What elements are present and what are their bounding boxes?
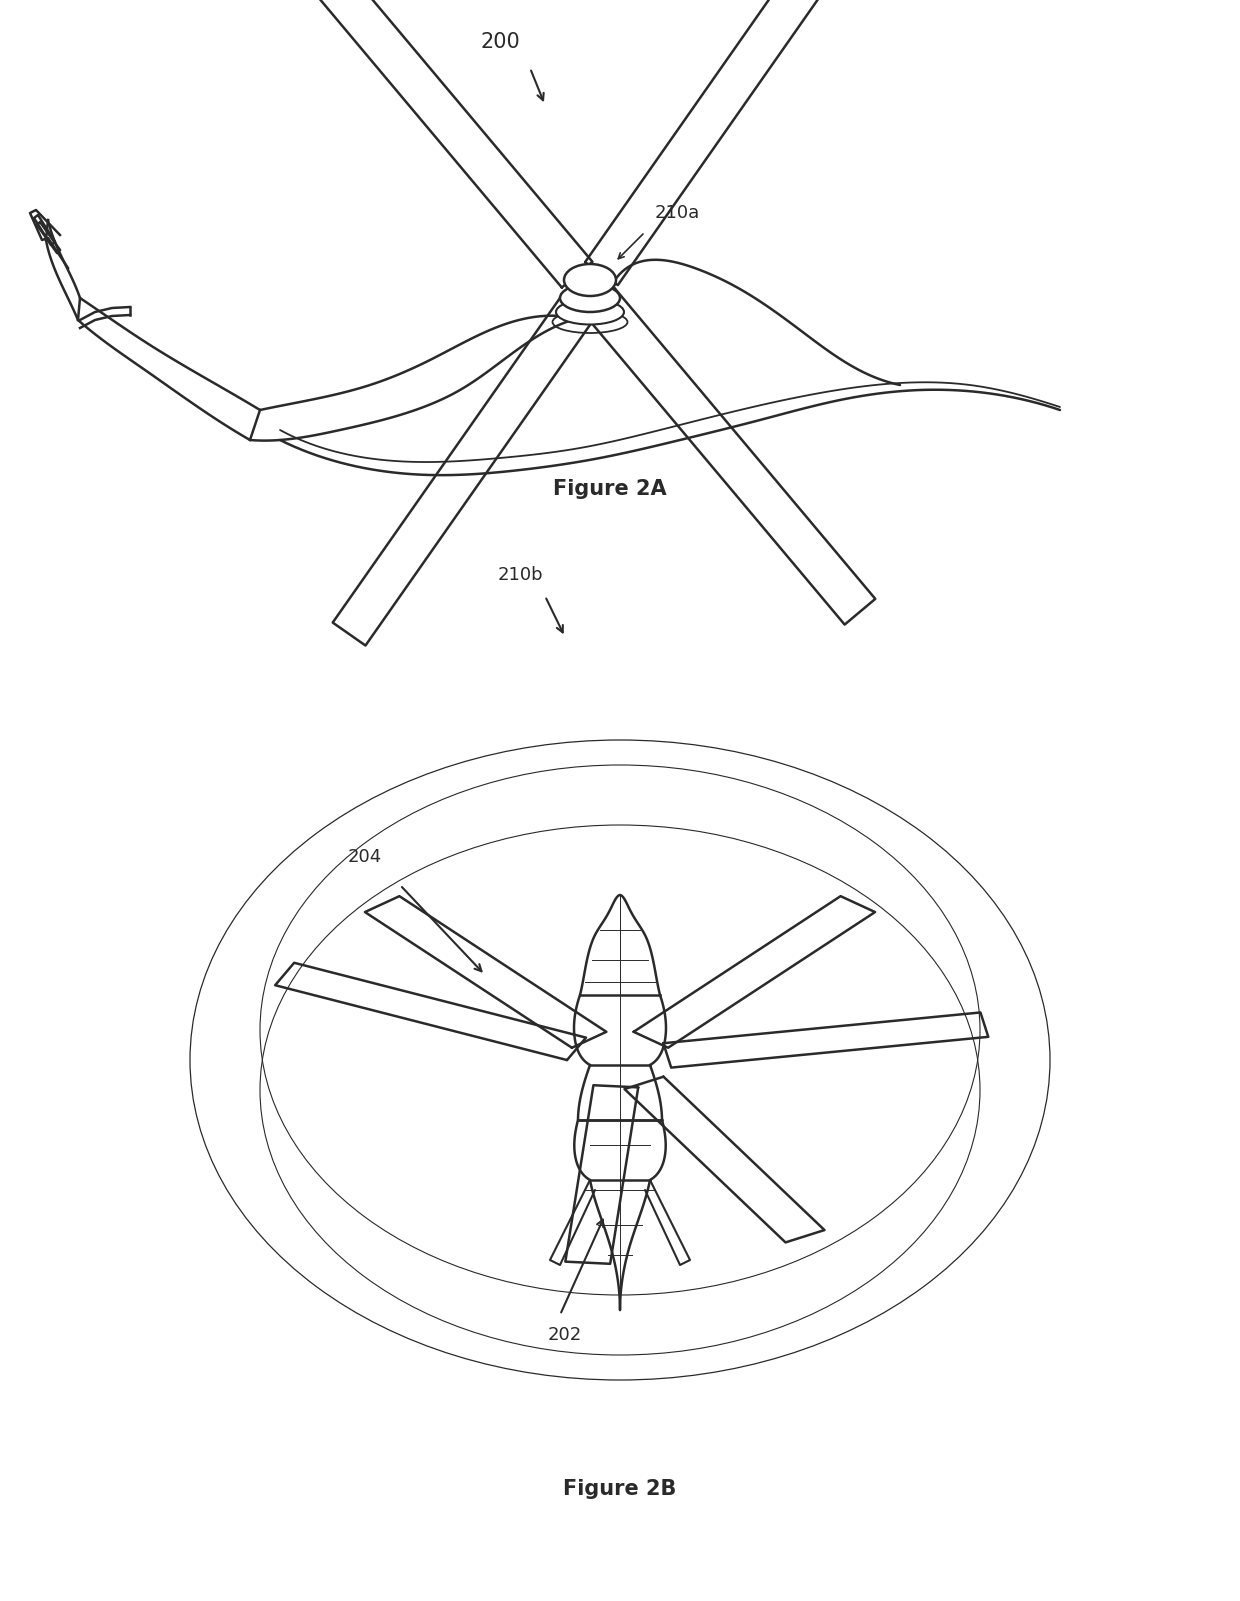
Text: Figure 2A: Figure 2A xyxy=(553,479,667,500)
Text: 200: 200 xyxy=(480,32,520,51)
Text: 202: 202 xyxy=(548,1326,582,1343)
Ellipse shape xyxy=(556,299,624,325)
Ellipse shape xyxy=(564,264,616,296)
Ellipse shape xyxy=(560,283,620,312)
Text: Figure 2B: Figure 2B xyxy=(563,1479,677,1499)
Text: 204: 204 xyxy=(348,849,382,866)
Text: 210a: 210a xyxy=(655,203,701,223)
Text: 210b: 210b xyxy=(497,567,543,584)
